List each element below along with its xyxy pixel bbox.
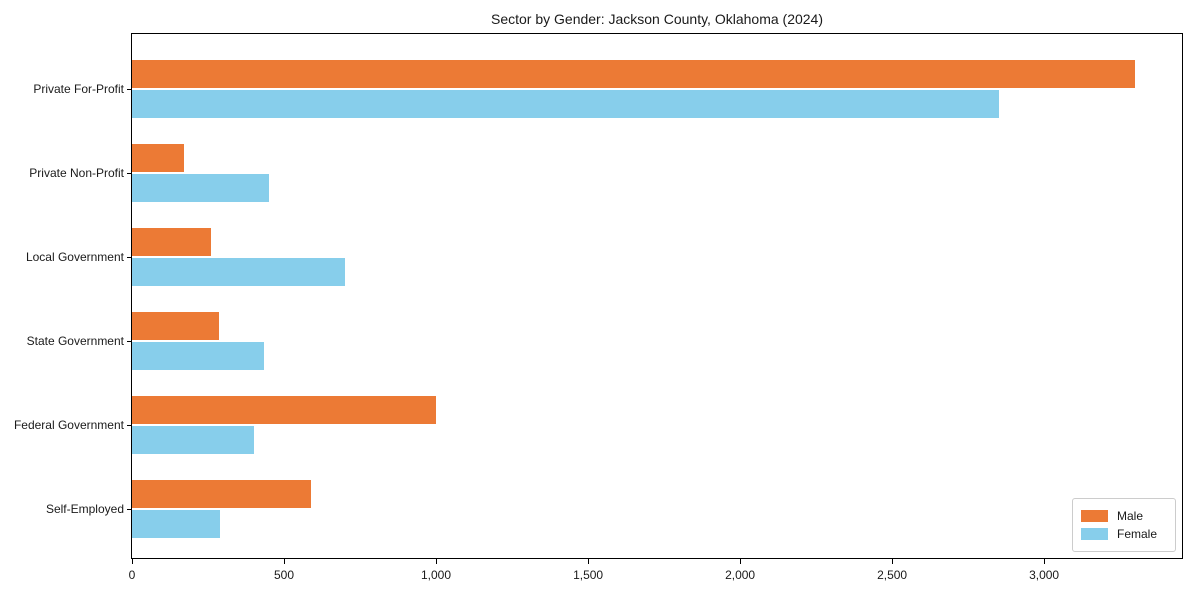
y-tick-mark xyxy=(127,509,132,510)
x-tick-mark xyxy=(740,559,742,564)
legend-swatch-female xyxy=(1081,528,1108,540)
legend-entry-female: Female xyxy=(1081,526,1167,542)
legend-entry-male: Male xyxy=(1081,508,1167,524)
bar-male-3 xyxy=(132,312,219,340)
y-tick-mark xyxy=(127,257,132,258)
y-tick-mark xyxy=(127,89,132,90)
x-tick-mark xyxy=(1044,559,1046,564)
x-tick-mark xyxy=(892,559,894,564)
legend: Male Female xyxy=(1072,498,1176,552)
y-tick-label: Private Non-Profit xyxy=(29,166,124,180)
bar-male-0 xyxy=(132,60,1136,88)
y-tick-mark xyxy=(127,341,132,342)
x-tick-label: 0 xyxy=(128,568,136,582)
y-tick-label: Local Government xyxy=(25,250,124,264)
bar-female-4 xyxy=(132,426,254,454)
x-tick-label: 2,000 xyxy=(725,568,756,582)
bar-female-2 xyxy=(132,258,345,286)
x-tick-label: 2,500 xyxy=(877,568,908,582)
bar-male-5 xyxy=(132,480,312,508)
bar-female-3 xyxy=(132,342,265,370)
chart-title: Sector by Gender: Jackson County, Oklaho… xyxy=(490,11,823,27)
x-tick-label: 500 xyxy=(273,568,295,582)
y-tick-mark xyxy=(127,173,132,174)
y-tick-label: Federal Government xyxy=(13,418,124,432)
bar-male-1 xyxy=(132,144,184,172)
y-tick-mark xyxy=(127,425,132,426)
legend-swatch-male xyxy=(1081,510,1108,522)
bar-female-1 xyxy=(132,174,269,202)
bar-male-4 xyxy=(132,396,436,424)
x-tick-label: 1,000 xyxy=(420,568,452,582)
x-tick-mark xyxy=(284,559,285,564)
x-tick-mark xyxy=(436,559,437,564)
bar-female-0 xyxy=(132,90,999,118)
x-tick-mark xyxy=(132,559,133,564)
y-tick-label: Private For-Profit xyxy=(33,82,124,96)
legend-label: Female xyxy=(1117,527,1158,541)
y-tick-label: State Government xyxy=(26,334,124,348)
x-tick-label: 3,000 xyxy=(1029,568,1060,582)
bar-male-2 xyxy=(132,228,212,256)
legend-label: Male xyxy=(1117,509,1144,523)
plot-area: Private For-Profit Private Non-Profit Loca… xyxy=(14,33,1183,582)
x-tick-label: 1,500 xyxy=(573,568,604,582)
x-tick-mark xyxy=(588,559,590,564)
bar-female-5 xyxy=(132,510,221,538)
y-tick-label: Self-Employed xyxy=(45,502,124,516)
